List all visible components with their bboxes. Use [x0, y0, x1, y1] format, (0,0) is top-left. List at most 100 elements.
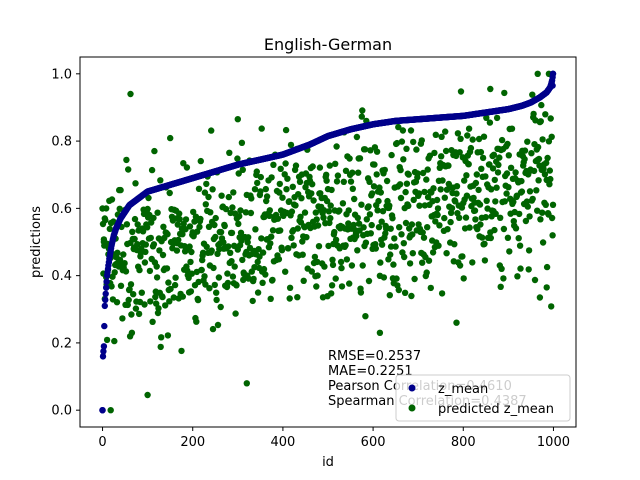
predicted-point	[175, 236, 182, 244]
predicted-point	[366, 178, 373, 185]
predicted-point	[101, 215, 109, 222]
predicted-point	[224, 279, 232, 287]
predicted-point	[483, 197, 490, 204]
predicted-point	[497, 214, 504, 221]
z-mean-point	[103, 284, 110, 291]
predicted-point	[323, 177, 330, 184]
plot-frame	[79, 56, 577, 428]
predicted-point	[433, 196, 441, 204]
predicted-point	[142, 241, 149, 248]
predicted-point	[409, 250, 416, 257]
predicted-point	[360, 224, 367, 231]
predicted-point	[396, 181, 404, 188]
predicted-point	[252, 226, 259, 233]
predicted-point	[380, 274, 388, 281]
predicted-point	[424, 166, 431, 173]
predicted-point	[420, 234, 428, 241]
predicted-point	[547, 175, 554, 183]
predicted-point	[224, 270, 231, 277]
predicted-point	[475, 186, 482, 194]
predicted-point	[518, 177, 525, 185]
predicted-point	[354, 214, 361, 222]
predicted-point	[472, 216, 479, 223]
predicted-point	[211, 221, 218, 229]
predicted-point	[343, 256, 351, 263]
predicted-point	[339, 200, 347, 207]
predicted-point	[507, 164, 515, 171]
predicted-point	[180, 160, 187, 167]
predicted-point	[409, 231, 416, 238]
predicted-point	[134, 221, 141, 228]
predicted-point	[451, 241, 458, 248]
predicted-point	[406, 260, 414, 267]
predicted-point	[279, 194, 286, 201]
predicted-point	[419, 169, 427, 177]
predicted-point	[486, 119, 494, 126]
predicted-point	[522, 217, 530, 225]
predicted-point	[487, 234, 494, 242]
predicted-point	[395, 286, 402, 294]
predicted-point	[292, 202, 299, 209]
predicted-point	[358, 201, 365, 208]
predicted-point	[212, 214, 219, 222]
predicted-point	[329, 256, 336, 263]
series-layer	[99, 70, 557, 414]
predicted-point	[173, 247, 181, 254]
predicted-point	[154, 209, 161, 216]
predicted-point	[288, 208, 296, 215]
predicted-point	[266, 207, 273, 214]
predicted-point	[388, 151, 395, 159]
predicted-point	[418, 137, 425, 144]
predicted-point	[501, 89, 508, 97]
predicted-point	[277, 165, 284, 172]
predicted-point	[526, 213, 533, 220]
predicted-point	[286, 284, 294, 291]
predicted-point	[346, 280, 353, 287]
predicted-point	[453, 319, 460, 326]
predicted-point	[134, 241, 141, 248]
predicted-point	[136, 266, 143, 274]
predicted-point	[337, 258, 345, 266]
predicted-point	[500, 225, 508, 233]
z-mean-point	[102, 296, 109, 304]
predicted-point	[393, 139, 401, 147]
predicted-point	[424, 194, 432, 201]
predicted-point	[536, 294, 544, 301]
predicted-point	[294, 225, 301, 232]
predicted-point	[539, 136, 546, 143]
predicted-point	[349, 185, 356, 192]
predicted-point	[492, 210, 499, 217]
predicted-point	[243, 380, 250, 387]
y-tick-label: 0.6	[51, 202, 72, 217]
predicted-point	[483, 114, 490, 122]
predicted-point	[475, 135, 483, 143]
predicted-point	[186, 243, 193, 250]
predicted-point	[209, 186, 216, 193]
predicted-point	[315, 243, 323, 250]
predicted-point	[225, 193, 232, 201]
predicted-point	[452, 198, 459, 205]
legend: z_mean predicted z_mean	[395, 374, 571, 422]
predicted-point	[242, 209, 250, 216]
predicted-point	[260, 265, 268, 273]
predicted-point	[210, 264, 217, 272]
predicted-point	[378, 218, 385, 225]
predicted-point	[325, 208, 333, 215]
predicted-point	[131, 235, 138, 243]
predicted-point	[463, 192, 471, 199]
predicted-point	[214, 321, 222, 329]
predicted-point	[356, 155, 364, 162]
predicted-point	[213, 296, 220, 304]
predicted-point	[282, 126, 290, 134]
predicted-point	[443, 250, 450, 257]
predicted-point	[438, 290, 446, 297]
legend-box	[395, 374, 571, 422]
predicted-point	[310, 197, 317, 204]
predicted-point	[495, 161, 502, 169]
predicted-point	[225, 243, 232, 250]
predicted-point	[300, 277, 307, 284]
predicted-point	[444, 226, 451, 233]
predicted-point	[533, 187, 540, 194]
predicted-point	[345, 207, 352, 214]
predicted-point	[480, 133, 488, 140]
